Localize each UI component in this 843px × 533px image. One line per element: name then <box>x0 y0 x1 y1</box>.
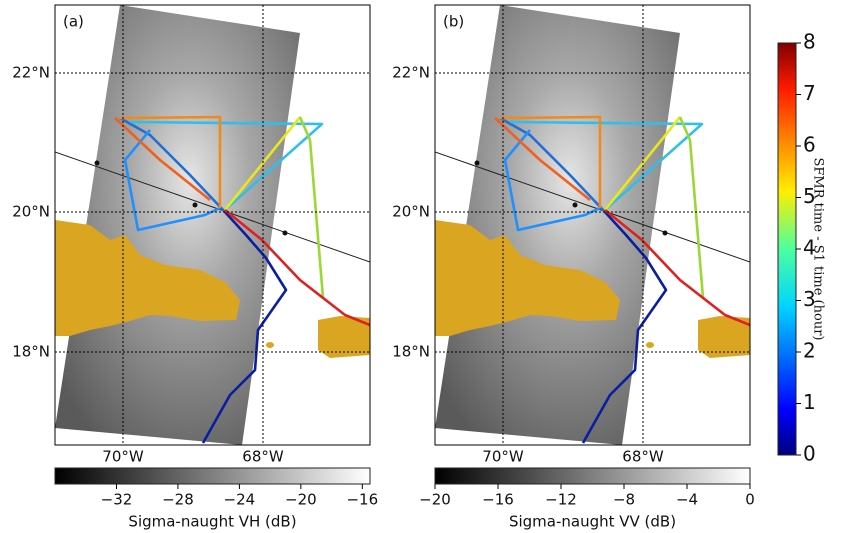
colorbar-tick-label: −12 <box>545 491 577 509</box>
lat-label: 22°N <box>12 64 50 82</box>
colorbar-tick-label: −16 <box>346 491 378 509</box>
colorbar-tick-label: 2 <box>803 339 816 363</box>
colorbar-tick-label: −20 <box>285 491 317 509</box>
colorbar-tick-label: 7 <box>803 81 816 105</box>
colorbar <box>55 468 370 484</box>
colorbar <box>435 468 750 484</box>
colorbar-tick-label: 5 <box>803 184 816 208</box>
colorbar-tick-label: −32 <box>101 491 133 509</box>
colorbar-label: Sigma-naught VH (dB) <box>128 513 296 531</box>
colorbar-tick-label: 1 <box>803 390 816 414</box>
lon-label: 70°W <box>102 448 144 466</box>
colorbar-tick-label: 4 <box>803 236 816 260</box>
lat-label: 20°N <box>392 203 430 221</box>
lon-label: 70°W <box>482 448 524 466</box>
lat-label: 22°N <box>392 64 430 82</box>
lat-label: 20°N <box>12 203 50 221</box>
colorbar-tick-label: −16 <box>482 491 514 509</box>
colorbar-tick-label: −8 <box>613 491 635 509</box>
lat-label: 18°N <box>392 343 430 361</box>
map-panel: 22°N 20°N 18°N 70°W 68°W (a) −32 −28 −24 −20 −16 Si… <box>12 5 378 531</box>
colorbar-label: Sigma-naught VV (dB) <box>509 513 676 531</box>
colorbar-tick-label: 0 <box>803 442 816 466</box>
colorbar-tick-label: 8 <box>803 30 816 54</box>
figure: SFMR time - S1 time (hour) 22°N20°N18°N7… <box>0 0 843 533</box>
colorbar-tick-label: 3 <box>803 287 816 311</box>
panel-label: (b) <box>443 13 464 31</box>
time-colorbar <box>778 43 796 455</box>
map-panel: 22°N 20°N 18°N 70°W 68°W (b) −20 −16 −12 −8 −4 0 Sig… <box>392 5 755 531</box>
lon-label: 68°W <box>622 448 664 466</box>
lat-label: 18°N <box>12 343 50 361</box>
colorbar-tick-label: −4 <box>676 491 698 509</box>
panel-label: (a) <box>63 13 84 31</box>
colorbar-tick-label: −28 <box>162 491 194 509</box>
colorbar-tick-label: 6 <box>803 133 816 157</box>
colorbar-tick-label: −20 <box>419 491 451 509</box>
lon-label: 68°W <box>242 448 284 466</box>
colorbar-tick-label: 0 <box>745 491 755 509</box>
colorbar-tick-label: −24 <box>224 491 256 509</box>
